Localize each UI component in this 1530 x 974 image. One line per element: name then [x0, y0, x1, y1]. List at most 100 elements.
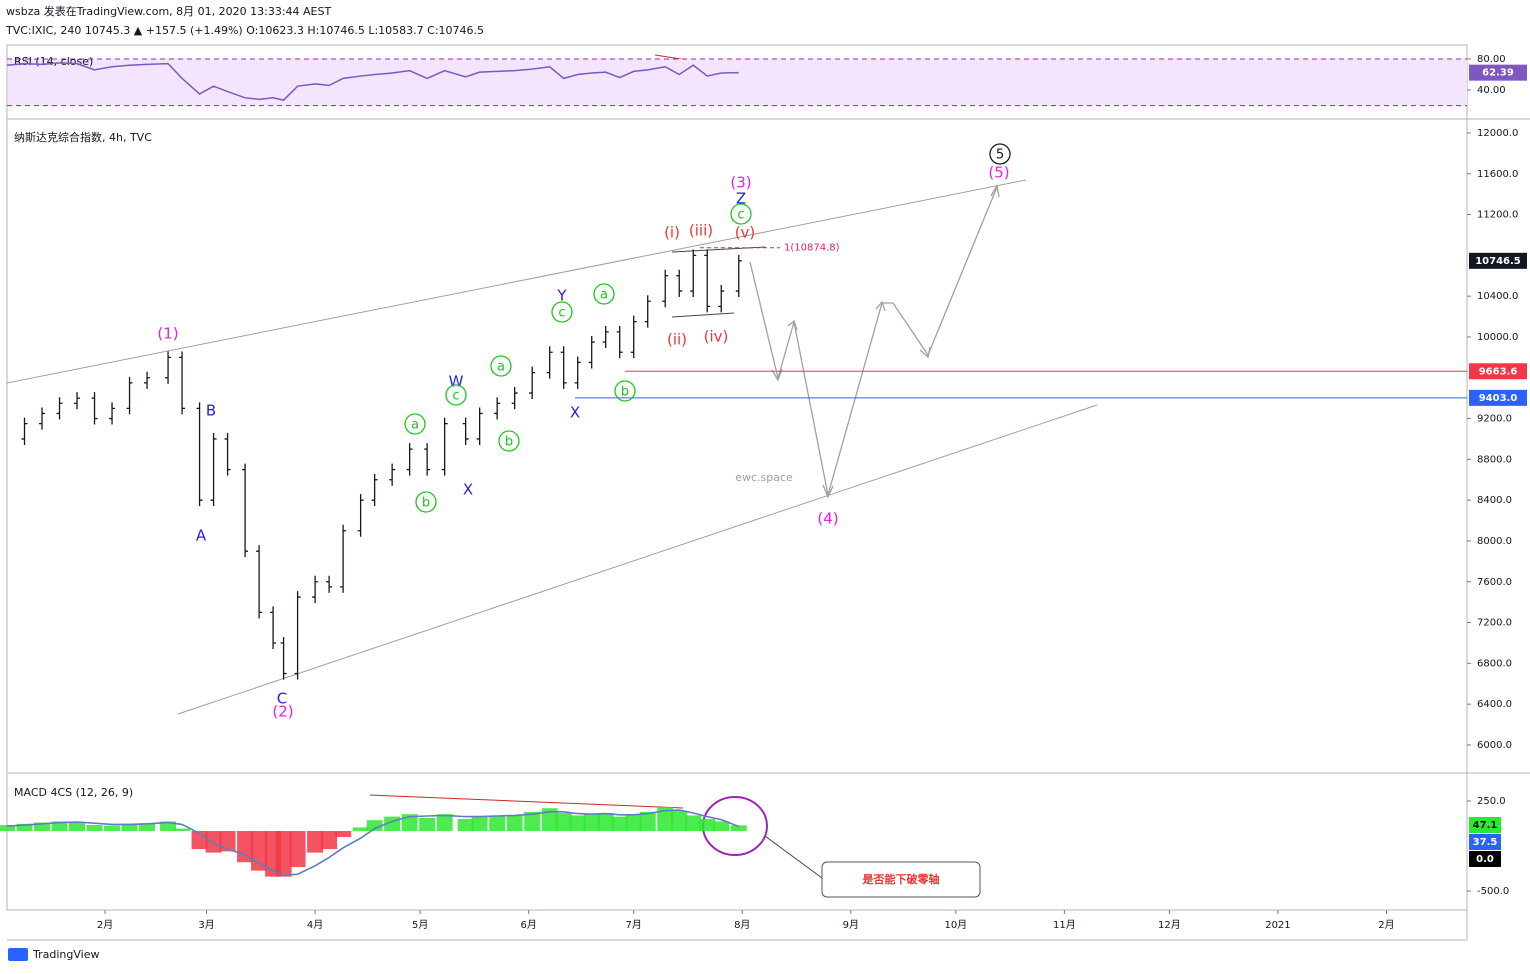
x-tick-label: 7月	[626, 919, 642, 931]
price-bar	[718, 285, 725, 313]
macd-badge	[1469, 817, 1501, 833]
wave-label: b	[621, 385, 629, 400]
macd-histogram-bar	[160, 821, 177, 832]
fib-label: 1(10874.8)	[784, 243, 840, 254]
wave-circle	[989, 143, 1011, 165]
macd-histogram-bar	[713, 821, 730, 832]
macd-badge-label: 47.1	[1473, 820, 1498, 831]
macd-histogram-bar	[16, 823, 33, 832]
wave-label: C	[277, 690, 287, 708]
x-tick-label: 11月	[1053, 919, 1076, 931]
projection-path	[749, 186, 998, 496]
macd-badge-label: 0.0	[1476, 854, 1494, 865]
price-bar	[312, 575, 319, 604]
y-tick-label: 11600.0	[1477, 169, 1518, 180]
macd-histogram-bar	[471, 816, 488, 832]
y-tick-label: 6000.0	[1477, 740, 1512, 751]
macd-histogram-bar	[541, 808, 558, 832]
price-bar	[165, 351, 172, 384]
x-tick-label: 9月	[843, 919, 859, 931]
wave-label: b	[505, 435, 513, 450]
price-bar	[546, 346, 553, 379]
price-bar	[406, 443, 413, 476]
wave-label: (4)	[817, 510, 838, 528]
wave-circle	[445, 384, 467, 406]
price-bar	[21, 417, 28, 445]
wave-circle	[490, 355, 512, 377]
wave-label: a	[497, 360, 505, 375]
price-bar	[529, 366, 536, 400]
price-bar	[616, 325, 623, 359]
price-bar	[144, 371, 151, 389]
pane-title: MACD 4CS (12, 26, 9)	[14, 786, 133, 799]
trendline	[177, 404, 1098, 715]
wave-label: (i)	[664, 224, 680, 242]
price-bar	[179, 351, 186, 415]
macd-badge	[1469, 851, 1501, 867]
macd-histogram-bar	[321, 831, 338, 850]
y-tick-label: -500.0	[1477, 886, 1509, 897]
price-bar	[91, 392, 98, 425]
macd-histogram-bar	[685, 815, 702, 832]
symbol-line: TVC:IXIC, 240 10745.3 ▲ +157.5 (+1.49%) …	[5, 24, 484, 37]
price-bar	[588, 336, 595, 369]
wave-circle	[415, 491, 437, 513]
wave-label: A	[196, 527, 207, 545]
x-tick-label: 2月	[1378, 919, 1394, 931]
macd-histogram-bar	[555, 813, 572, 832]
y-tick-label: 6800.0	[1477, 658, 1512, 669]
price-bar	[270, 606, 277, 649]
price-bar	[602, 325, 609, 349]
macd-histogram-bar	[583, 814, 600, 832]
price-bar	[476, 407, 483, 445]
price-bar	[39, 407, 46, 430]
wave-label: (1)	[157, 325, 178, 343]
price-bar	[735, 254, 742, 298]
x-tick-label: 4月	[307, 919, 323, 931]
watermark: ewc.space	[735, 471, 793, 484]
price-bar	[224, 432, 231, 476]
macd-histogram-bar	[69, 822, 86, 832]
wave-label: Y	[556, 287, 567, 305]
level-badge	[1469, 363, 1527, 380]
x-tick-label: 5月	[412, 919, 428, 931]
price-bar	[494, 397, 501, 420]
y-tick-label: 10000.0	[1477, 332, 1518, 343]
y-tick-label: 8000.0	[1477, 536, 1512, 547]
price-bar	[424, 443, 431, 476]
wave-label: (2)	[272, 703, 293, 721]
macd-histogram-bar	[366, 820, 383, 832]
y-tick-label: 7600.0	[1477, 577, 1512, 588]
macd-badge	[1469, 834, 1501, 850]
price-bar	[560, 346, 567, 389]
macd-histogram-bar	[730, 825, 747, 832]
x-tick-label: 10月	[944, 919, 967, 931]
macd-histogram-bar	[34, 822, 51, 832]
rsi-badge	[1469, 64, 1527, 81]
macd-histogram-bar	[51, 821, 68, 832]
macd-histogram-bar	[0, 825, 15, 832]
macd-histogram-bar	[104, 825, 121, 832]
macd-histogram-bar	[569, 815, 586, 832]
macd-histogram-bar	[335, 831, 352, 838]
wave-label: a	[411, 418, 419, 433]
wave-label: c	[558, 306, 565, 321]
wave-label: b	[422, 496, 430, 511]
wave-circle	[614, 380, 636, 402]
y-tick-label: 7200.0	[1477, 618, 1512, 629]
price-bar	[242, 463, 249, 558]
macd-histogram-bar	[419, 817, 436, 832]
pane-title: 纳斯达克综合指数, 4h, TVC	[14, 130, 152, 144]
price-bar	[196, 402, 203, 507]
macd-histogram-bar	[524, 811, 541, 832]
rsi-line	[6, 62, 739, 101]
macd-histogram-bar	[671, 810, 688, 832]
y-tick-label: 12000.0	[1477, 128, 1518, 139]
price-bar	[644, 295, 651, 328]
y-tick-label: 11200.0	[1477, 210, 1518, 221]
price-bar	[574, 356, 581, 389]
level-label: 9403.0	[1479, 393, 1518, 404]
signal-line	[6, 809, 740, 877]
x-tick-label: 12月	[1158, 919, 1181, 931]
